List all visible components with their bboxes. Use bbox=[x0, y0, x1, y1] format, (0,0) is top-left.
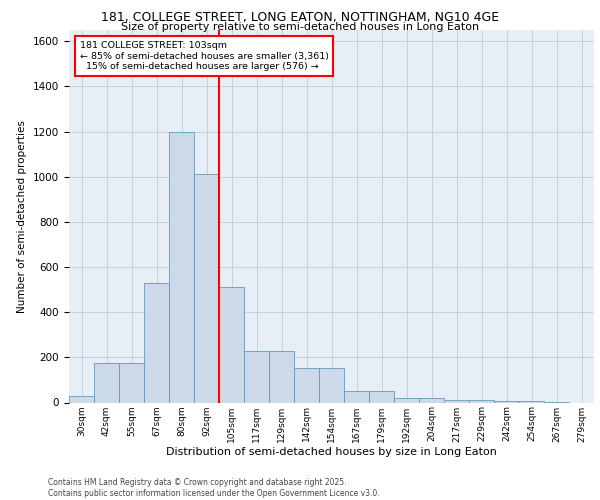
Text: 181 COLLEGE STREET: 103sqm
← 85% of semi-detached houses are smaller (3,361)
  1: 181 COLLEGE STREET: 103sqm ← 85% of semi… bbox=[79, 41, 329, 71]
Bar bbox=[269, 350, 294, 403]
Y-axis label: Number of semi-detached properties: Number of semi-detached properties bbox=[17, 120, 28, 312]
Bar bbox=[294, 368, 319, 402]
Text: 181, COLLEGE STREET, LONG EATON, NOTTINGHAM, NG10 4GE: 181, COLLEGE STREET, LONG EATON, NOTTING… bbox=[101, 11, 499, 24]
Bar bbox=[469, 400, 494, 402]
Bar bbox=[344, 391, 369, 402]
Bar bbox=[194, 174, 219, 402]
X-axis label: Distribution of semi-detached houses by size in Long Eaton: Distribution of semi-detached houses by … bbox=[166, 447, 497, 457]
Bar bbox=[119, 363, 144, 403]
Bar bbox=[419, 398, 444, 402]
Bar bbox=[394, 398, 419, 402]
Text: Contains HM Land Registry data © Crown copyright and database right 2025.
Contai: Contains HM Land Registry data © Crown c… bbox=[48, 478, 380, 498]
Bar bbox=[369, 391, 394, 402]
Bar bbox=[169, 132, 194, 402]
Text: Size of property relative to semi-detached houses in Long Eaton: Size of property relative to semi-detach… bbox=[121, 22, 479, 32]
Bar bbox=[219, 288, 244, 403]
Bar bbox=[319, 368, 344, 402]
Bar bbox=[444, 400, 469, 402]
Bar bbox=[94, 363, 119, 403]
Bar bbox=[144, 283, 169, 403]
Bar bbox=[69, 396, 94, 402]
Bar bbox=[244, 350, 269, 403]
